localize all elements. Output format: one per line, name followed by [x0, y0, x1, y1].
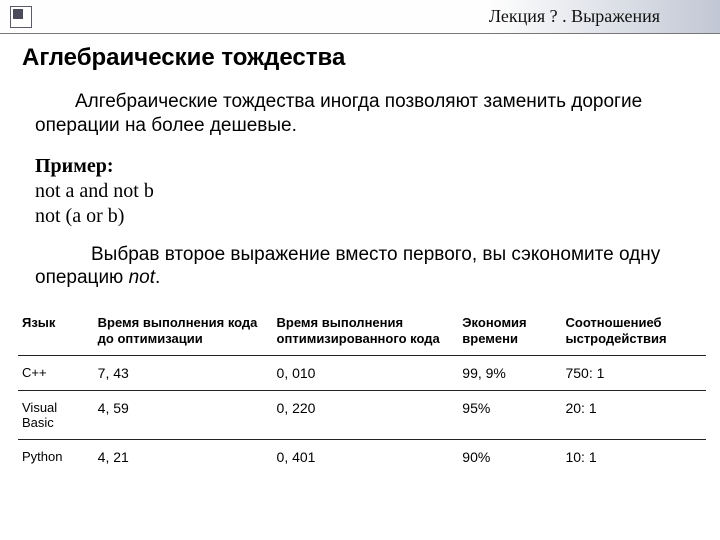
intro-paragraph: Алгебраические тождества иногда позволяю… [35, 90, 692, 138]
col-header-lang: Язык [18, 306, 94, 356]
cell-after: 0, 401 [273, 440, 459, 475]
cell-ratio: 750: 1 [561, 356, 706, 391]
cell-before: 4, 59 [94, 391, 273, 440]
cell-lang: Visual Basic [18, 391, 94, 440]
col-header-ratio: Соотношениеб ыстродействия [561, 306, 706, 356]
table-row: C++ 7, 43 0, 010 99, 9% 750: 1 [18, 356, 706, 391]
example-line-1: not a and not b [35, 179, 720, 204]
para2-text-b: . [155, 267, 160, 288]
conclusion-paragraph: Выбрав второе выражение вместо первого, … [35, 243, 692, 291]
cell-after: 0, 220 [273, 391, 459, 440]
performance-table: Язык Время выполнения кода до оптимизаци… [18, 306, 706, 474]
example-block: Пример: not a and not b not (a or b) [35, 154, 720, 229]
example-label: Пример: [35, 154, 720, 179]
page-title: Аглебраические тождества [22, 44, 720, 72]
cell-before: 7, 43 [94, 356, 273, 391]
example-line-2: not (a or b) [35, 204, 720, 229]
cell-before: 4, 21 [94, 440, 273, 475]
col-header-save: Экономия времени [458, 306, 561, 356]
col-header-before: Время выполнения кода до оптимизации [94, 306, 273, 356]
cell-lang: C++ [18, 356, 94, 391]
table-row: Python 4, 21 0, 401 90% 10: 1 [18, 440, 706, 475]
cell-save: 99, 9% [458, 356, 561, 391]
logo-square-icon [10, 6, 32, 28]
cell-ratio: 20: 1 [561, 391, 706, 440]
cell-after: 0, 010 [273, 356, 459, 391]
para2-italic: not [129, 267, 155, 288]
col-header-after: Время выполнения оптимизированного кода [273, 306, 459, 356]
table-row: Visual Basic 4, 59 0, 220 95% 20: 1 [18, 391, 706, 440]
table-header-row: Язык Время выполнения кода до оптимизаци… [18, 306, 706, 356]
slide-header-bar: Лекция ? . Выражения [0, 0, 720, 34]
cell-lang: Python [18, 440, 94, 475]
cell-save: 90% [458, 440, 561, 475]
cell-ratio: 10: 1 [561, 440, 706, 475]
breadcrumb: Лекция ? . Выражения [489, 6, 660, 27]
cell-save: 95% [458, 391, 561, 440]
